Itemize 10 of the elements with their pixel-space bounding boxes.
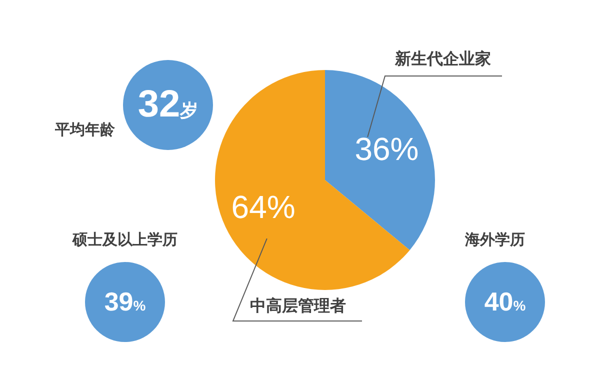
slice-label: 新生代企业家 — [394, 49, 491, 68]
slice-label: 中高层管理者 — [250, 296, 346, 316]
text: 39% — [104, 286, 146, 318]
text: 32岁 — [138, 84, 198, 126]
data-label: 64% — [231, 188, 296, 225]
text: 硕士及以上学历 — [72, 230, 178, 250]
text: 海外学历 — [465, 230, 525, 250]
text: 平均年龄 — [55, 120, 115, 140]
text: 40% — [484, 286, 526, 318]
data-label: 36% — [354, 130, 419, 167]
